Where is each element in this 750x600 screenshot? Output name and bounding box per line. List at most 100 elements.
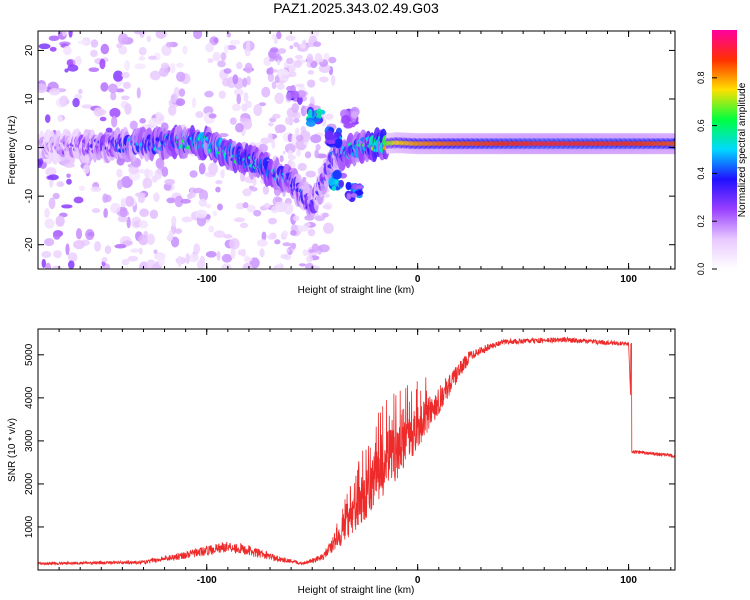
heatmap-cell [260, 137, 271, 144]
heatmap-cell [101, 257, 108, 263]
heatmap-cell [165, 41, 173, 48]
heatmap-cell [148, 117, 160, 127]
heatmap-cell [195, 111, 204, 119]
y-tick-label: -20 [24, 237, 35, 252]
heatmap-cell [328, 56, 337, 64]
heatmap-cell [66, 173, 71, 178]
heatmap-cell [204, 90, 214, 98]
heatmap-cell [63, 45, 72, 56]
heatmap-cell [217, 60, 226, 68]
heatmap-cell [261, 231, 267, 241]
heatmap-cell [182, 45, 188, 55]
heatmap-cell [291, 242, 297, 250]
heatmap-cell [127, 255, 139, 262]
heatmap-cell [208, 225, 215, 233]
heatmap-cell [216, 251, 221, 261]
heatmap-cell [151, 263, 159, 269]
heatmap-cell [208, 162, 219, 175]
heatmap-cell [215, 179, 223, 185]
heatmap-cell [185, 252, 190, 265]
heatmap-cell [331, 186, 337, 191]
heatmap-cell [268, 66, 274, 75]
heatmap-cell [68, 260, 75, 269]
heatmap-cell [138, 220, 149, 229]
heatmap-cell [232, 74, 239, 85]
heatmap-cell [176, 71, 186, 82]
heatmap-cell [249, 257, 260, 269]
heatmap-cell [81, 104, 93, 109]
heatmap-cell [110, 202, 121, 214]
heatmap-cell [276, 31, 282, 40]
heatmap-cell [284, 143, 296, 154]
heatmap-cell [94, 240, 102, 252]
heatmap-cell [246, 75, 251, 86]
heatmap-cell [217, 203, 223, 211]
heatmap-cell [56, 181, 65, 188]
heatmap-cell [226, 32, 232, 38]
heatmap-cell [307, 108, 313, 118]
heatmap-cell [242, 262, 253, 269]
heatmap-cell [102, 193, 109, 204]
heatmap-cell [220, 52, 227, 61]
heatmap-cell [170, 93, 178, 103]
heatmap-cell [244, 47, 251, 57]
heatmap-cell [268, 217, 277, 225]
heatmap-cell [242, 77, 248, 88]
heatmap-cell [119, 206, 128, 218]
heatmap-cell [282, 192, 286, 197]
heatmap-cell [122, 240, 133, 246]
heatmap-cell [138, 56, 146, 61]
heatmap-cell [245, 257, 253, 262]
heatmap-cell [229, 237, 240, 250]
heatmap-cell [263, 202, 271, 209]
heatmap-cell [49, 46, 57, 52]
heatmap-cell [261, 86, 271, 98]
heatmap-cell [287, 154, 296, 161]
heatmap-cell [272, 34, 276, 40]
heatmap-cell [274, 75, 280, 84]
snr-plot-area [38, 329, 675, 570]
heatmap-cell [132, 160, 141, 168]
heatmap-cell [208, 113, 217, 119]
heatmap-cell [321, 212, 329, 218]
heatmap-cell [229, 39, 241, 45]
heatmap-cell [205, 43, 214, 53]
heatmap-cell [259, 248, 265, 258]
heatmap-cell [351, 110, 359, 119]
heatmap-cell [117, 33, 129, 45]
y-tick-label: 3000 [24, 429, 35, 452]
heatmap-cell [305, 119, 316, 127]
heatmap-cell [250, 186, 258, 192]
spectrogram-ylabel: Frequency (Hz) [7, 116, 18, 185]
heatmap-cell [44, 114, 51, 123]
heatmap-cell [315, 144, 321, 151]
heatmap-cell [252, 176, 257, 187]
heatmap-cell [116, 168, 123, 178]
heatmap-cell [104, 245, 112, 254]
heatmap-cell [221, 263, 232, 269]
heatmap-cell [114, 244, 127, 249]
heatmap-cell [295, 127, 300, 137]
heatmap-cell [274, 53, 282, 62]
colorbar-label: Normalized spectral amplitude [737, 82, 748, 217]
colorbar-tick-label: 0.0 [696, 263, 706, 276]
heatmap-cell [288, 71, 297, 78]
heatmap-cell [122, 81, 131, 90]
heatmap-cell [128, 166, 139, 174]
heatmap-cell [121, 71, 130, 79]
heatmap-cell [164, 178, 176, 186]
heatmap-cell [139, 118, 146, 124]
colorbar-tick-label: 0.8 [696, 72, 706, 85]
heatmap-cell [335, 138, 343, 147]
heatmap-cell [148, 55, 157, 60]
heatmap-cell [236, 93, 242, 105]
heatmap-cell [177, 255, 182, 268]
heatmap-cell [291, 133, 297, 146]
heatmap-cell [226, 44, 237, 51]
heatmap-cell [73, 196, 84, 204]
heatmap-cell [290, 90, 300, 99]
colorbar-tick-label: 0.6 [696, 119, 706, 132]
heatmap-cell [168, 230, 174, 241]
heatmap-cell [175, 98, 186, 107]
